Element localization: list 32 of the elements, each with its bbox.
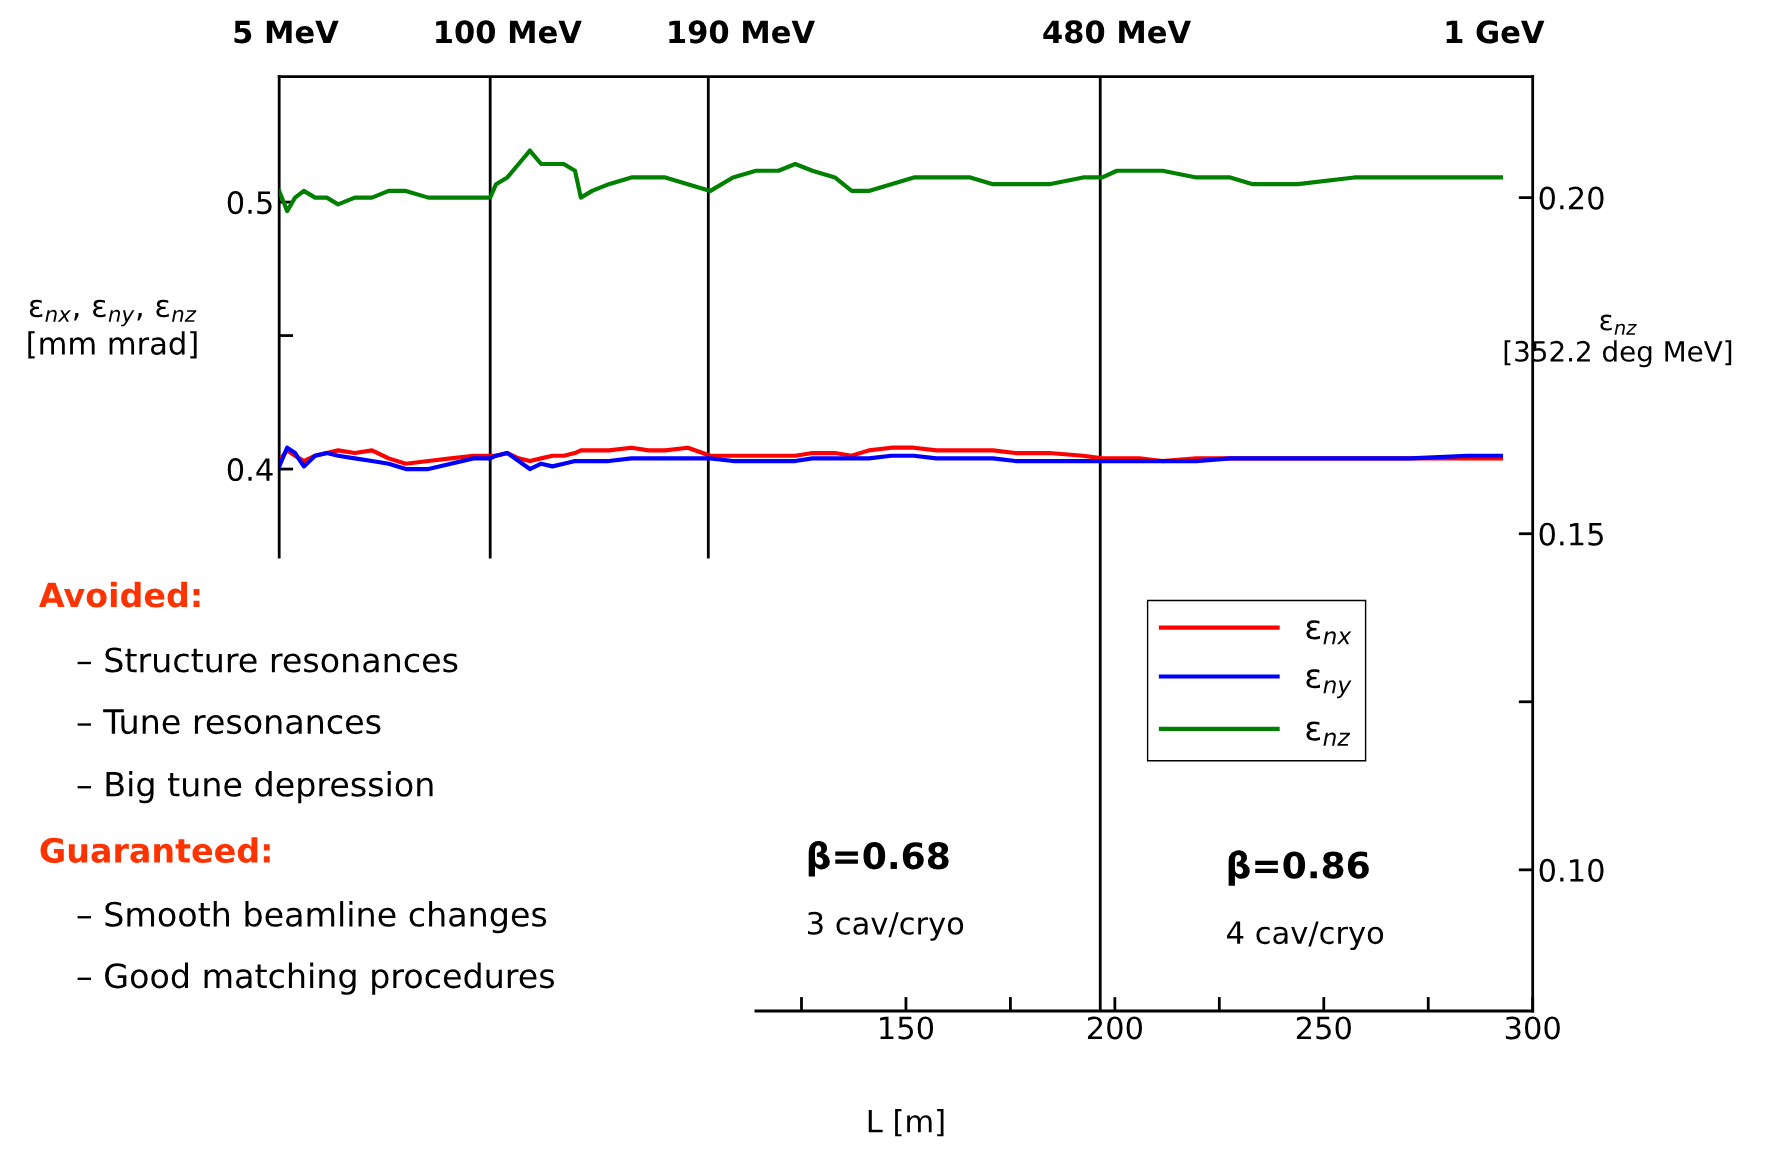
x-tick-label: 150: [880, 1016, 934, 1040]
x-tick-label: 300: [1505, 1016, 1560, 1040]
y-axis-title: ε$_{nx}$, ε$_{ny}$, ε$_{nz}$ [mm mrad]: [28, 299, 197, 359]
y2-tick-label: 0.20: [1539, 186, 1604, 210]
line-series: [279, 445, 1504, 472]
annotation: – Structure resonances: [77, 647, 458, 673]
y-tick-label: 0.4: [227, 457, 273, 482]
legend-label: ε$_{ny}$: [1306, 669, 1352, 699]
y2-tick-label: 0.15: [1539, 522, 1603, 546]
legend-label: ε$_{nx}$: [1306, 620, 1352, 645]
x-tick-label: 250: [1296, 1016, 1351, 1040]
y2-tick-label: 0.10: [1539, 858, 1604, 882]
x-tick-label: 200: [1087, 1016, 1142, 1040]
annotation: – Smooth beamline changes: [77, 901, 547, 934]
annotation: β=0.86: [1228, 850, 1369, 886]
text: 1 GeV: [1446, 20, 1545, 44]
legend-label: ε$_{nz}$: [1306, 721, 1351, 746]
x-axis-title: L [m]: [868, 1109, 944, 1137]
text: Guaranteed:: [40, 837, 270, 864]
line-series: [279, 148, 1504, 214]
text: 480 MeV: [1043, 20, 1191, 44]
annotation: β=0.68: [808, 840, 949, 877]
annotation: 3 cav/cryo: [807, 911, 964, 941]
annotation: – Big tune depression: [77, 771, 433, 804]
annotation: 4 cav/cryo: [1227, 921, 1384, 951]
text: Avoided:: [39, 581, 200, 608]
annotation: – Tune resonances: [77, 709, 381, 735]
annotation: – Good matching procedures: [77, 962, 555, 995]
text: 190 MeV: [669, 20, 815, 44]
text: 100 MeV: [436, 20, 582, 44]
y-tick-label: 0.5: [227, 191, 272, 215]
text: 5 MeV: [234, 20, 339, 44]
